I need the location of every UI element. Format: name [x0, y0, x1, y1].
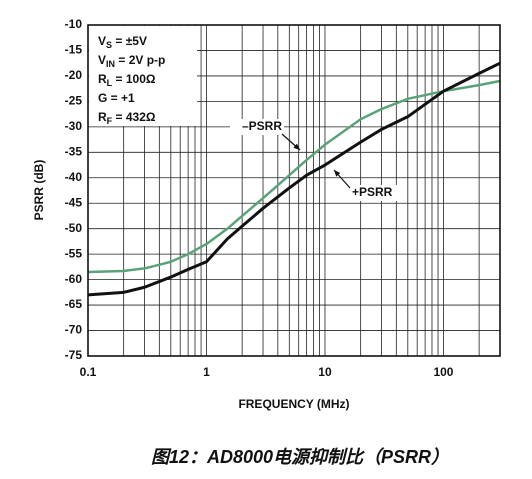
subscript: F: [107, 116, 113, 126]
plot-frame: [87, 24, 501, 357]
y-tick-label: -50: [65, 221, 83, 235]
x-tick-label: 0.1: [80, 365, 97, 379]
x-axis-title: FREQUENCY (MHz): [238, 397, 349, 411]
series-line: [87, 61, 501, 297]
label-bg: [350, 185, 404, 201]
x-tick-label: 100: [433, 365, 453, 379]
condition-label: RL = 100Ω: [98, 72, 156, 88]
y-tick-label: -25: [65, 94, 83, 108]
y-tick-label: -20: [65, 68, 83, 82]
subscript: S: [106, 40, 112, 50]
condition-text: V: [98, 53, 106, 67]
arrow-head: [293, 143, 300, 150]
condition-label: RF = 432Ω: [98, 110, 156, 126]
x-tick-label: 1: [203, 365, 210, 379]
condition-text: G = +1: [98, 91, 135, 105]
subscript: IN: [106, 59, 115, 69]
y-tick-label: -60: [65, 272, 83, 286]
condition-text: R: [98, 72, 107, 86]
series-label: –PSRR: [242, 119, 282, 133]
y-tick-label: -70: [65, 323, 83, 337]
y-tick-label: -45: [65, 195, 83, 209]
y-tick-label: -35: [65, 144, 83, 158]
y-tick-label: -75: [65, 348, 83, 362]
y-axis-title: PSRR (dB): [32, 160, 46, 221]
x-tick-label: 10: [318, 365, 332, 379]
y-tick-label: -55: [65, 246, 83, 260]
condition-label: VIN = 2V p-p: [98, 53, 165, 69]
series-line: [87, 79, 501, 274]
condition-text: = 2V p-p: [115, 53, 165, 67]
condition-text: = 100Ω: [112, 72, 156, 86]
series-label: +PSRR: [352, 185, 393, 199]
y-tick-label: -30: [65, 119, 83, 133]
y-tick-label: -65: [65, 297, 83, 311]
condition-text: = ±5V: [112, 34, 147, 48]
y-tick-label: -15: [65, 43, 83, 57]
arrow-head: [334, 170, 341, 177]
condition-text: R: [98, 110, 107, 124]
y-tick-label: -40: [65, 170, 83, 184]
caption: 图12：AD8000电源抑制比（PSRR）: [151, 447, 449, 467]
condition-label: VS = ±5V: [98, 34, 147, 50]
subscript: L: [107, 78, 113, 88]
conditions-box: [89, 26, 197, 126]
label-bg: [230, 119, 284, 135]
condition-text: = 432Ω: [112, 110, 156, 124]
condition-label: G = +1: [98, 91, 135, 105]
condition-text: V: [98, 34, 106, 48]
y-tick-label: -10: [65, 17, 83, 31]
